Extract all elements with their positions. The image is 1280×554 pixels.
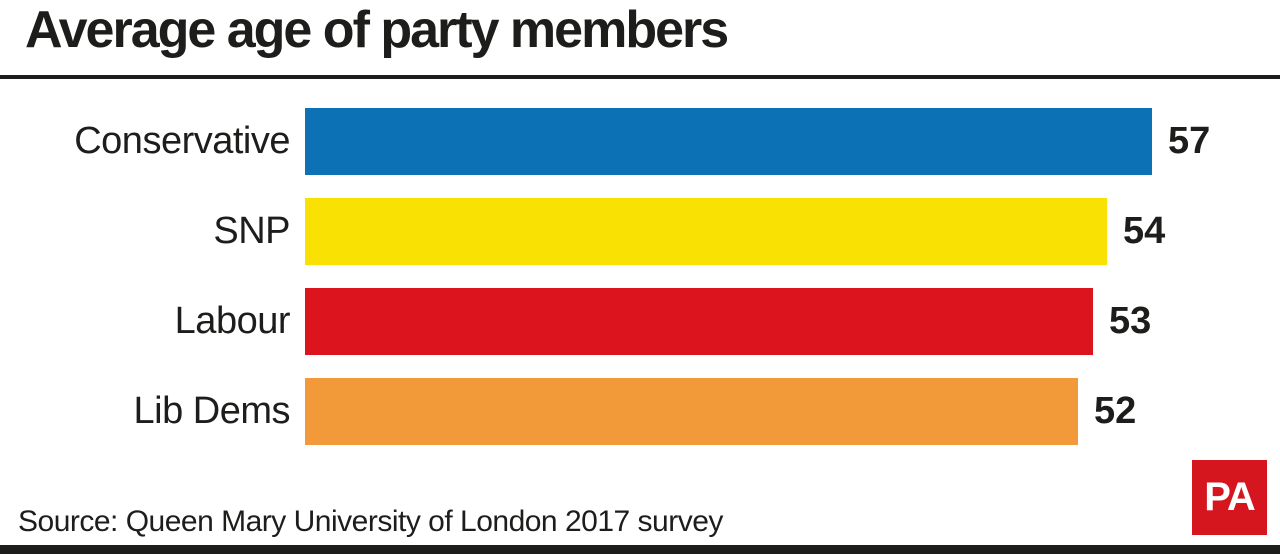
bar-chart: Conservative 57 SNP 54 Labour 53 Lib Dems 52 [0, 108, 1280, 468]
bar-label: SNP [213, 210, 290, 252]
bar-label: Conservative [74, 120, 290, 162]
bar-row: Conservative 57 [0, 108, 1280, 175]
pa-logo-text: PA [1204, 475, 1256, 519]
chart-title: Average age of party members [25, 1, 729, 59]
bottom-bar [0, 545, 1280, 554]
bar-label: Lib Dems [133, 390, 291, 432]
bar-row: Lib Dems 52 [0, 378, 1280, 445]
source-note: Source: Queen Mary University of London … [18, 505, 723, 538]
bar-label: Labour [174, 300, 291, 342]
bar-value: 53 [1109, 300, 1152, 342]
bar-row: Labour 53 [0, 288, 1280, 355]
bar-value: 57 [1168, 120, 1211, 162]
title-divider [0, 75, 1280, 79]
pa-logo: PA [1192, 460, 1267, 535]
bar [305, 378, 1078, 445]
bar-value: 52 [1094, 390, 1137, 432]
bar [305, 198, 1107, 265]
bar-value: 54 [1123, 210, 1166, 252]
bar-row: SNP 54 [0, 198, 1280, 265]
bar [305, 108, 1152, 175]
bar [305, 288, 1093, 355]
